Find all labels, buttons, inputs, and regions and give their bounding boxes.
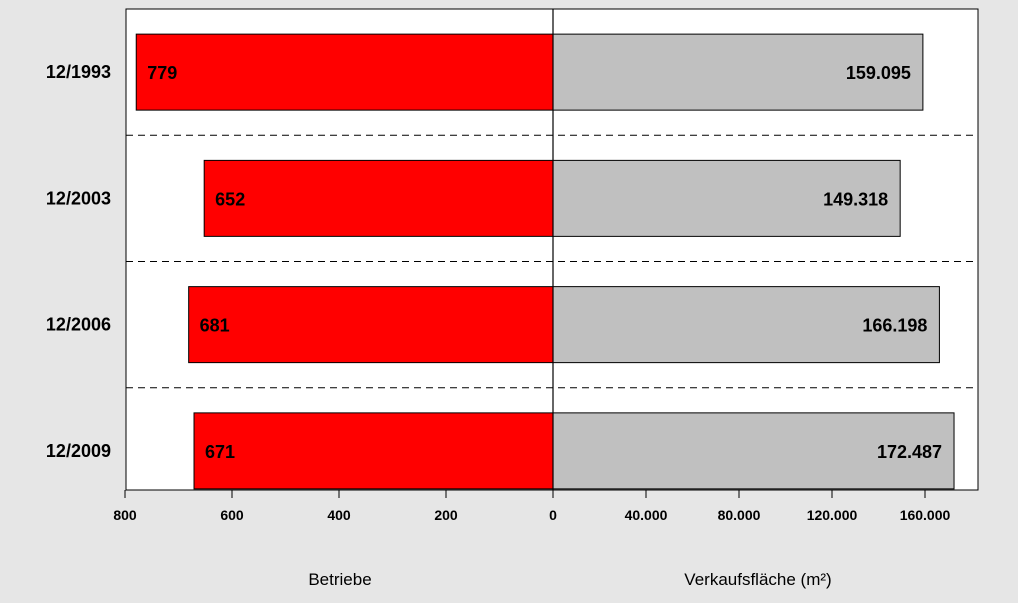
right-axis-title: Verkaufsfläche (m²) <box>684 570 831 589</box>
bar-betriebe-12-2003 <box>203 159 554 237</box>
bar-verkaufsflaeche-12-2006 <box>552 286 940 364</box>
tick-label-left: 0 <box>549 507 557 523</box>
category-label: 12/2009 <box>46 441 111 461</box>
bar-betriebe-12-2006 <box>188 286 554 364</box>
data-label-betriebe: 779 <box>147 63 177 83</box>
data-label-betriebe: 681 <box>200 316 230 336</box>
left-axis-title: Betriebe <box>308 570 371 589</box>
data-label-verkaufsflaeche: 159.095 <box>846 63 911 83</box>
data-label-betriebe: 671 <box>205 442 235 462</box>
tick-label-left: 800 <box>113 507 137 523</box>
data-label-betriebe: 652 <box>215 189 245 209</box>
tick-label-left: 400 <box>327 507 351 523</box>
bar-verkaufsflaeche-12-1993 <box>552 33 924 111</box>
bar-verkaufsflaeche-12-2009 <box>552 412 955 490</box>
bar-betriebe-12-2009 <box>193 412 554 490</box>
category-label: 12/2003 <box>46 188 111 208</box>
tick-label-right: 80.000 <box>718 507 761 523</box>
data-label-verkaufsflaeche: 172.487 <box>877 442 942 462</box>
data-label-verkaufsflaeche: 149.318 <box>823 189 888 209</box>
tick-label-left: 200 <box>434 507 458 523</box>
tick-label-right: 40.000 <box>625 507 668 523</box>
data-label-verkaufsflaeche: 166.198 <box>862 316 927 336</box>
bar-betriebe-12-1993 <box>135 33 554 111</box>
tick-label-right: 160.000 <box>900 507 951 523</box>
category-label: 12/2006 <box>46 315 111 335</box>
tick-label-left: 600 <box>220 507 244 523</box>
category-label: 12/1993 <box>46 62 111 82</box>
tick-label-right: 120.000 <box>807 507 858 523</box>
